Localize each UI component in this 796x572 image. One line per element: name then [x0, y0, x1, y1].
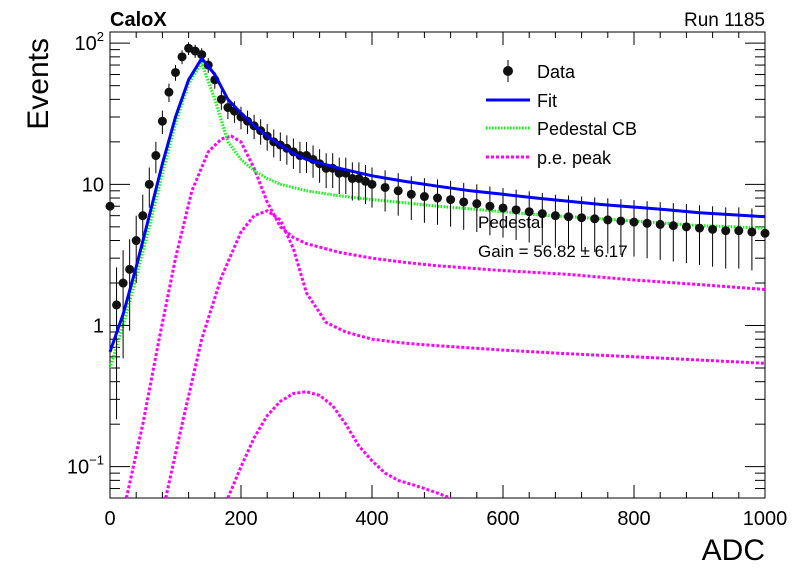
pedestal-annotation: Pedestal [478, 213, 544, 232]
data-point [131, 236, 141, 246]
data-point [171, 67, 180, 77]
data-point [459, 197, 469, 207]
y-tick-label: 10 [82, 174, 104, 196]
y-axis-title: Events [22, 38, 55, 130]
x-tick-label: 400 [355, 508, 388, 530]
legend-item-pe-peak: p.e. peak [486, 148, 612, 168]
data-point [629, 217, 639, 227]
pe-peak-curve-1 [124, 134, 766, 499]
data-point [419, 192, 429, 202]
data-point [550, 211, 560, 221]
data-point [668, 221, 678, 231]
pe-peak-curve-3 [226, 390, 452, 500]
data-point [393, 186, 403, 196]
legend-item-fit: Fit [486, 91, 557, 111]
plot-frame [109, 31, 766, 499]
legend-label-pedestal: Pedestal CB [537, 119, 637, 139]
data-point [472, 199, 482, 209]
axis-ticks: 0 200 400 600 800 1000 10−1 1 10 102 [67, 29, 787, 530]
legend-label-data: Data [537, 62, 576, 82]
data-point [190, 46, 200, 56]
gain-annotation: Gain = 56.82 ± 6.17 [478, 242, 628, 261]
data-point [760, 228, 770, 238]
legend-item-pedestal: Pedestal CB [486, 119, 637, 139]
data-point [223, 103, 233, 113]
data-point [446, 195, 456, 205]
data-point [747, 227, 757, 237]
data-point [721, 226, 731, 236]
data-point [433, 193, 442, 203]
data-point [603, 215, 613, 225]
experiment-label: CaloX [110, 9, 167, 31]
data-point [537, 209, 547, 219]
legend-label-fit: Fit [537, 91, 557, 111]
data-point [590, 214, 600, 224]
data-point [157, 116, 167, 126]
run-label: Run 1185 [684, 10, 765, 31]
data-point [734, 226, 744, 236]
chart-series [105, 42, 770, 500]
y-tick-label: 102 [75, 29, 104, 55]
legend-label-pe-peak: p.e. peak [537, 148, 612, 168]
data-point [112, 300, 122, 310]
data-point [380, 182, 390, 192]
y-tick-label: 1 [93, 316, 104, 338]
data-point [524, 207, 534, 217]
data-point [125, 264, 135, 274]
data-point [105, 201, 115, 211]
data-point [564, 212, 573, 222]
data-point [118, 278, 128, 288]
data-point [216, 94, 226, 104]
data-point [616, 216, 626, 226]
data-point [138, 211, 148, 221]
data-point [197, 50, 207, 60]
legend-item-data: Data [503, 60, 576, 82]
data-point [485, 201, 495, 211]
data-point [655, 219, 665, 229]
data-point [642, 218, 652, 228]
fit-curve [108, 55, 766, 353]
x-axis-title: ADC [702, 534, 765, 567]
data-point [708, 224, 718, 234]
x-tick-label: 200 [224, 508, 257, 530]
data-point [164, 87, 174, 97]
data-point [151, 151, 161, 161]
data-point [681, 222, 691, 232]
data-point [347, 174, 357, 184]
data-point [144, 179, 154, 189]
y-tick-label: 10−1 [67, 453, 104, 479]
pe-peak-curve-2 [164, 209, 766, 499]
x-tick-label: 800 [617, 508, 650, 530]
data-point [498, 203, 508, 213]
data-point [577, 213, 587, 223]
data-point [511, 205, 521, 215]
legend: Data Fit Pedestal CB p.e. peak [486, 60, 637, 168]
x-tick-label: 0 [104, 508, 115, 530]
x-tick-label: 1000 [743, 508, 788, 530]
data-point [177, 52, 187, 62]
data-point [367, 179, 377, 189]
data-point [695, 223, 704, 233]
data-point [406, 189, 416, 199]
data-point [334, 168, 344, 178]
x-tick-label: 600 [486, 508, 519, 530]
